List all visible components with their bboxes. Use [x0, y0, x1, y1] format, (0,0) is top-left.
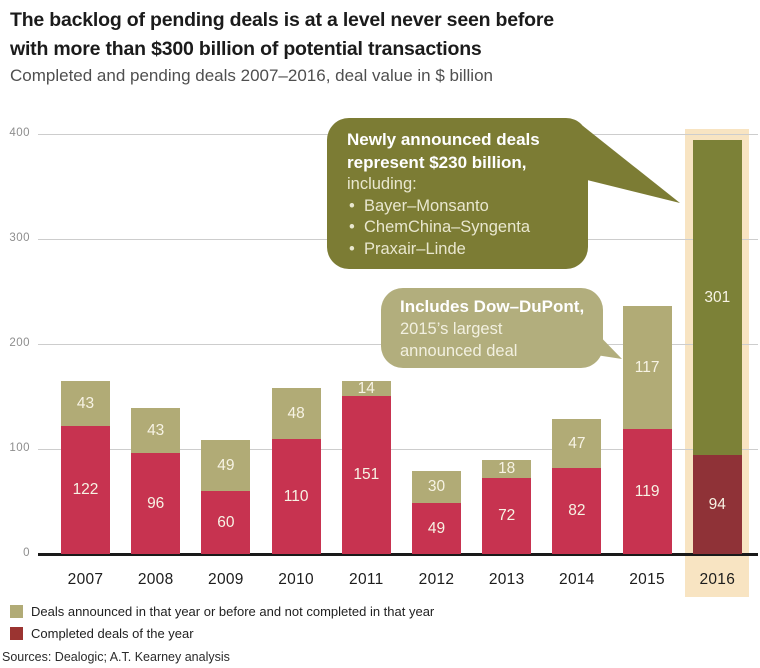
y-tick-label-300: 300: [9, 232, 30, 245]
bar-column-2008: 43 96: [131, 408, 181, 554]
legend-label-completed: Completed deals of the year: [31, 626, 194, 641]
year-label-2010: 2010: [278, 571, 314, 588]
bar-column-2012: 30 49: [412, 471, 461, 554]
year-label-2014: 2014: [559, 571, 595, 588]
callout2-regular-line1: 2015’s largest: [400, 320, 503, 338]
sources-note: Sources: Dealogic; A.T. Kearney analysis: [2, 650, 230, 664]
segment-completed-2012: 49: [412, 502, 461, 554]
segment-pending-2007: 43: [61, 380, 110, 426]
callout1-bold-line1: Newly announced deals: [347, 130, 540, 149]
y-tick-label-0: 0: [23, 547, 30, 559]
segment-pending-2010: 48: [271, 388, 321, 439]
segment-pending-2008: 43: [131, 408, 181, 454]
bar-column-2011: 14 151: [341, 380, 391, 554]
segment-completed-2010: 110: [271, 438, 321, 554]
callout-dow-dupont: Includes Dow–DuPont, 2015’s largest anno…: [381, 288, 603, 368]
callout2-regular-line2: announced deal: [400, 342, 518, 360]
callout1-including: including:: [347, 175, 417, 193]
year-label-2009: 2009: [208, 571, 244, 588]
segment-pending-2009: 49: [201, 439, 251, 492]
bar-column-2009: 49 60: [201, 439, 251, 554]
bar-column-2013: 18 72: [482, 459, 532, 554]
segment-pending-2011: 14: [341, 380, 391, 396]
year-label-2012: 2012: [418, 571, 455, 588]
legend-label-pending: Deals announced in that year or before a…: [31, 604, 435, 619]
segment-pending-2016: 301: [692, 139, 742, 456]
callout1-bullet-3: Praxair–Linde: [347, 239, 574, 261]
segment-completed-2016: 94: [692, 455, 742, 554]
segment-completed-2009: 60: [201, 491, 251, 554]
x-axis-line: [38, 553, 758, 556]
segment-pending-2012: 30: [412, 471, 461, 503]
gridline-100: [38, 449, 758, 451]
callout1-bullet-2: ChemChina–Syngenta: [347, 217, 574, 239]
bar-column-2007: 43 122: [61, 380, 110, 554]
segment-completed-2007: 122: [61, 426, 110, 554]
year-label-2016: 2016: [699, 571, 736, 588]
title-line-1: The backlog of pending deals is at a lev…: [10, 9, 554, 31]
title-line-2: with more than $300 billion of potential…: [10, 38, 482, 60]
bar-column-2014: 47 82: [552, 418, 602, 554]
year-label-2007: 2007: [67, 571, 104, 588]
page-title: The backlog of pending deals is at a lev…: [10, 6, 554, 64]
bar-column-2010: 48 110: [271, 388, 321, 554]
y-tick-label-100: 100: [9, 442, 30, 455]
year-label-2013: 2013: [488, 571, 525, 588]
segment-pending-2015: 117: [622, 306, 672, 430]
segment-completed-2011: 151: [341, 395, 391, 554]
legend-item-pending: Deals announced in that year or before a…: [10, 604, 434, 619]
chart-subtitle: Completed and pending deals 2007–2016, d…: [10, 66, 493, 85]
segment-completed-2014: 82: [552, 467, 602, 554]
legend: Deals announced in that year or before a…: [10, 604, 434, 648]
legend-swatch-pending: [10, 605, 23, 618]
callout1-bullet-1: Bayer–Monsanto: [347, 196, 574, 218]
year-label-2015: 2015: [629, 571, 665, 588]
bar-column-2015: 117 119: [622, 306, 672, 554]
callout1-bold-line2: represent $230 billion,: [347, 152, 527, 172]
legend-swatch-completed: [10, 627, 23, 640]
segment-pending-2014: 47: [552, 418, 602, 468]
bar-column-2016: 301 94: [692, 139, 742, 554]
callout2-bold-line: Includes Dow–DuPont,: [400, 297, 585, 316]
callout1-tail: [583, 126, 680, 203]
callout-newly-announced: Newly announced deals represent $230 bil…: [327, 118, 588, 269]
segment-pending-2013: 18: [482, 459, 532, 479]
y-tick-label-400: 400: [9, 127, 30, 140]
y-tick-label-200: 200: [9, 337, 30, 350]
year-label-2011: 2011: [349, 571, 384, 588]
segment-completed-2015: 119: [622, 429, 672, 554]
year-label-2008: 2008: [137, 571, 174, 588]
segment-completed-2013: 72: [482, 478, 532, 554]
segment-completed-2008: 96: [131, 453, 181, 554]
legend-item-completed: Completed deals of the year: [10, 626, 434, 641]
